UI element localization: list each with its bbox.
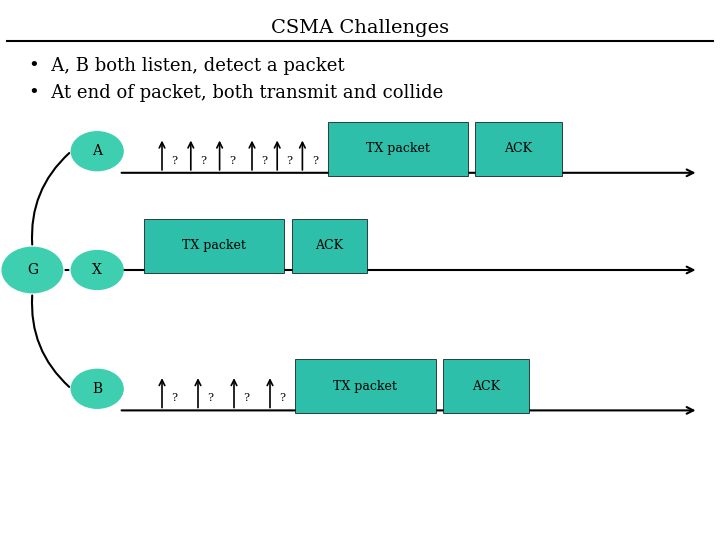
- Text: ?: ?: [261, 156, 267, 166]
- Text: ?: ?: [312, 156, 318, 166]
- Text: X: X: [92, 263, 102, 277]
- Text: •  At end of packet, both transmit and collide: • At end of packet, both transmit and co…: [29, 84, 443, 102]
- Text: ?: ?: [207, 393, 213, 403]
- Text: TX packet: TX packet: [182, 239, 246, 252]
- Text: TX packet: TX packet: [333, 380, 397, 393]
- Text: TX packet: TX packet: [366, 142, 430, 155]
- Text: G: G: [27, 263, 38, 277]
- Text: ?: ?: [200, 156, 206, 166]
- FancyBboxPatch shape: [144, 219, 284, 273]
- Text: ?: ?: [171, 156, 177, 166]
- FancyBboxPatch shape: [475, 122, 562, 176]
- Circle shape: [71, 251, 123, 289]
- Text: •  A, B both listen, detect a packet: • A, B both listen, detect a packet: [29, 57, 344, 75]
- Text: ?: ?: [229, 156, 235, 166]
- FancyBboxPatch shape: [295, 359, 436, 413]
- Text: ACK: ACK: [504, 142, 533, 155]
- Text: ACK: ACK: [315, 239, 343, 252]
- Text: B: B: [92, 382, 102, 396]
- FancyBboxPatch shape: [443, 359, 529, 413]
- Circle shape: [71, 132, 123, 171]
- Text: ACK: ACK: [472, 380, 500, 393]
- Text: A: A: [92, 144, 102, 158]
- Circle shape: [2, 247, 63, 293]
- Text: ?: ?: [279, 393, 285, 403]
- Circle shape: [71, 369, 123, 408]
- Text: ?: ?: [171, 393, 177, 403]
- Text: ?: ?: [287, 156, 292, 166]
- FancyBboxPatch shape: [328, 122, 468, 176]
- FancyBboxPatch shape: [292, 219, 367, 273]
- Text: CSMA Challenges: CSMA Challenges: [271, 19, 449, 37]
- Text: ?: ?: [243, 393, 249, 403]
